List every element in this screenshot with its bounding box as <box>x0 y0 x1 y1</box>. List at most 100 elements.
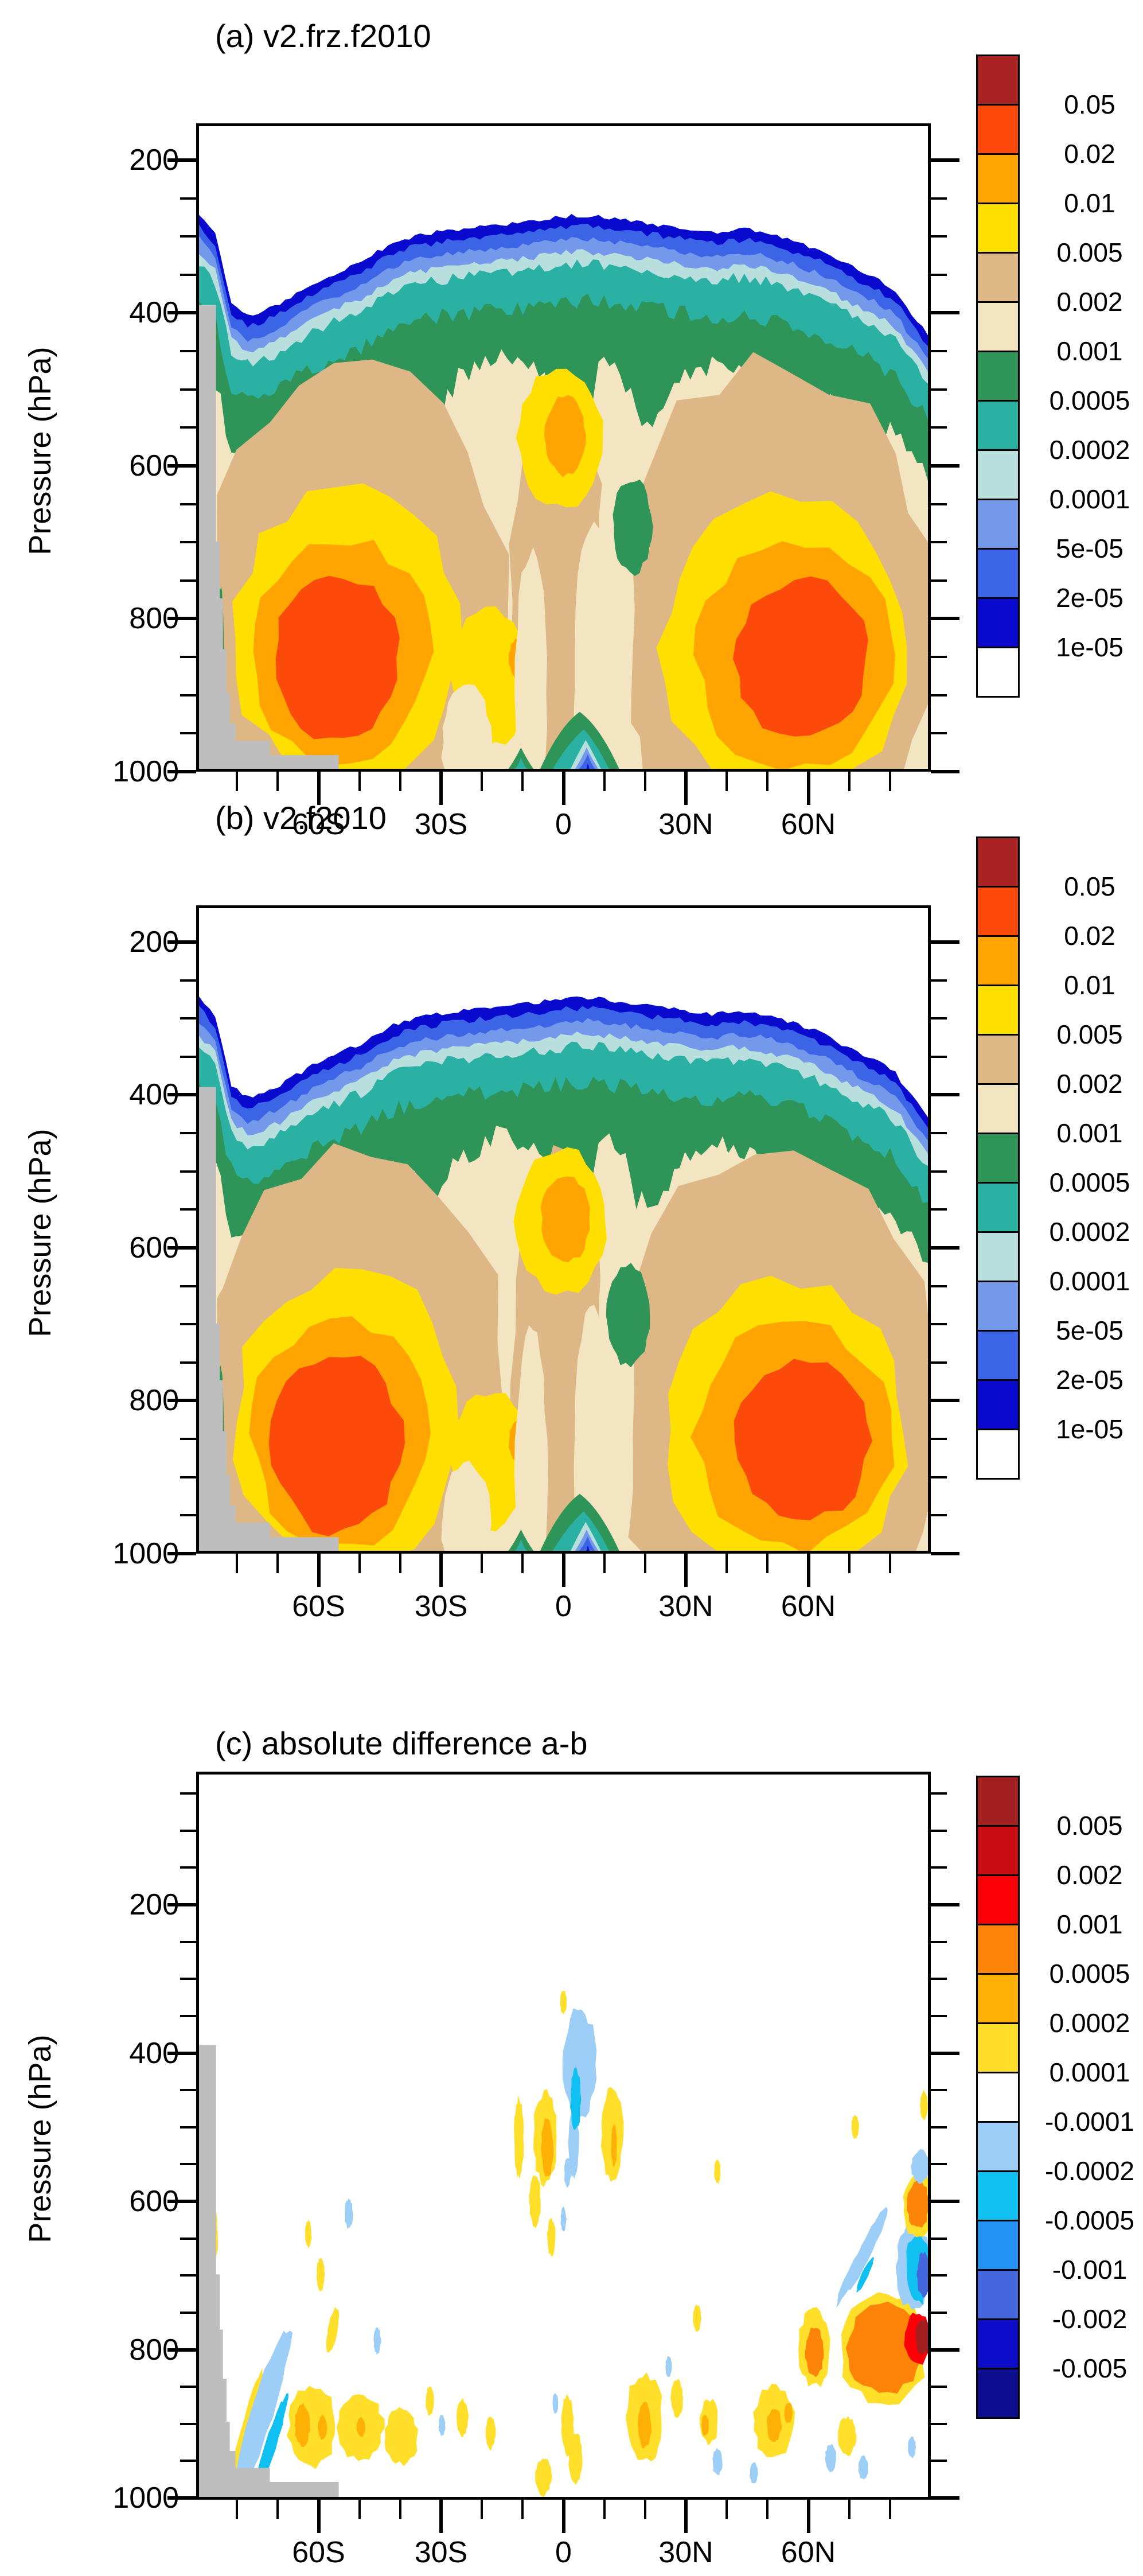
x-tick-label: 0 <box>555 808 572 841</box>
contour-blob <box>316 2257 325 2291</box>
axis-tick-major <box>806 772 810 805</box>
axis-tick-major <box>167 2496 196 2500</box>
axis-tick-minor <box>180 1285 196 1287</box>
x-tick-label: 30S <box>414 808 468 841</box>
contour-blob <box>384 2407 418 2466</box>
axis-tick-major <box>167 2348 196 2352</box>
axis-tick-minor <box>481 1554 483 1573</box>
colorbar-box <box>976 985 1020 1036</box>
colorbar-label: -0.001 <box>1052 2255 1128 2285</box>
y-tick-label: 200 <box>129 143 179 177</box>
colorbar-box <box>976 449 1020 500</box>
colorbar-box <box>976 499 1020 550</box>
axis-tick-minor <box>180 1170 196 1173</box>
panel-a-y-axis-label: Pressure (hPa) <box>23 347 57 555</box>
axis-tick-minor <box>358 2500 361 2519</box>
contour-blob <box>838 2416 857 2457</box>
contour-blob <box>916 2251 928 2298</box>
contour-blob <box>568 2433 583 2485</box>
colorbar-box <box>976 2121 1020 2172</box>
axis-tick-minor <box>888 2500 891 2519</box>
contour-blob <box>514 1325 548 1551</box>
contour-blob <box>845 2301 923 2394</box>
colorbar-box <box>976 548 1020 599</box>
axis-tick-minor <box>888 772 891 791</box>
y-tick-label: 1000 <box>112 2481 179 2515</box>
contour-blob <box>701 2415 709 2437</box>
axis-tick-minor <box>931 388 947 391</box>
y-tick-label: 600 <box>129 1231 179 1264</box>
axis-tick-major <box>561 2500 565 2533</box>
axis-tick-major <box>167 1399 196 1403</box>
colorbar-box <box>976 1281 1020 1332</box>
contour-blob <box>564 2158 571 2188</box>
contour-blob <box>732 576 868 737</box>
contour-blob <box>606 1263 650 1368</box>
axis-tick-minor <box>180 1208 196 1211</box>
axis-tick-minor <box>180 1978 196 1980</box>
axis-tick-minor <box>931 1978 947 1980</box>
axis-tick-minor <box>180 235 196 238</box>
axis-tick-minor <box>180 1017 196 1020</box>
axis-tick-major <box>684 1554 688 1587</box>
surface-mound <box>586 1545 590 1551</box>
contour-blob <box>485 2417 496 2450</box>
contour-blob <box>570 2067 582 2130</box>
axis-tick-minor <box>521 772 524 791</box>
contour-blob <box>560 2207 567 2232</box>
contour-blob <box>734 1359 872 1520</box>
contour-blob <box>906 2179 928 2228</box>
axis-tick-major <box>931 769 959 773</box>
colorbar-box <box>976 597 1020 648</box>
contour-blob <box>514 547 548 769</box>
axis-tick-major <box>167 1093 196 1097</box>
axis-tick-minor <box>180 1438 196 1441</box>
axis-tick-minor <box>931 503 947 505</box>
axis-tick-minor <box>180 1323 196 1326</box>
axis-tick-major <box>167 311 196 315</box>
colorbar-label: 0.0001 <box>1049 2057 1130 2087</box>
axis-tick-minor <box>180 1132 196 1135</box>
colorbar-label: -0.0002 <box>1044 2156 1134 2186</box>
axis-tick-major <box>931 464 959 468</box>
axis-tick-minor <box>931 2089 947 2092</box>
x-tick-label: 60S <box>292 1590 345 1623</box>
colorbar-label: 0.005 <box>1056 1811 1123 1840</box>
axis-tick-minor <box>931 579 947 582</box>
axis-tick-minor <box>180 2386 196 2388</box>
contour-blob <box>544 395 586 477</box>
x-tick-label: 30S <box>414 1590 468 1623</box>
contour-blob <box>441 1460 491 1551</box>
y-tick-label: 600 <box>129 2185 179 2218</box>
axis-tick-major <box>317 772 321 805</box>
axis-tick-minor <box>931 1792 947 1795</box>
x-tick-label: 30N <box>658 2536 713 2569</box>
colorbar-box <box>976 836 1020 888</box>
axis-tick-minor <box>180 197 196 200</box>
colorbar-box <box>976 2318 1020 2369</box>
contour-blob <box>858 2455 868 2480</box>
axis-tick-minor <box>180 541 196 544</box>
surface-mound <box>579 1536 595 1551</box>
axis-tick-major <box>931 1399 959 1403</box>
axis-tick-minor <box>931 1866 947 1869</box>
axis-tick-minor <box>180 2163 196 2166</box>
contour-blob <box>670 2379 684 2418</box>
contour-blob <box>693 2304 702 2332</box>
axis-tick-minor <box>180 1792 196 1795</box>
x-tick-label: 0 <box>555 1590 572 1623</box>
contour-blob <box>317 2414 327 2440</box>
colorbar-label: 0.0005 <box>1049 1168 1130 1197</box>
axis-tick-minor <box>931 197 947 200</box>
colorbar-label: 0.001 <box>1056 1118 1123 1148</box>
axis-tick-minor <box>180 1476 196 1478</box>
colorbar-box <box>976 2368 1020 2419</box>
panel-b-contour-plot <box>199 908 928 1551</box>
axis-tick-minor <box>931 426 947 429</box>
axis-tick-minor <box>358 772 361 791</box>
contour-blob <box>441 684 493 769</box>
contour-blob <box>294 2403 310 2447</box>
axis-tick-minor <box>931 1208 947 1211</box>
panel-c-title: (c) absolute difference a-b <box>215 1725 588 1761</box>
